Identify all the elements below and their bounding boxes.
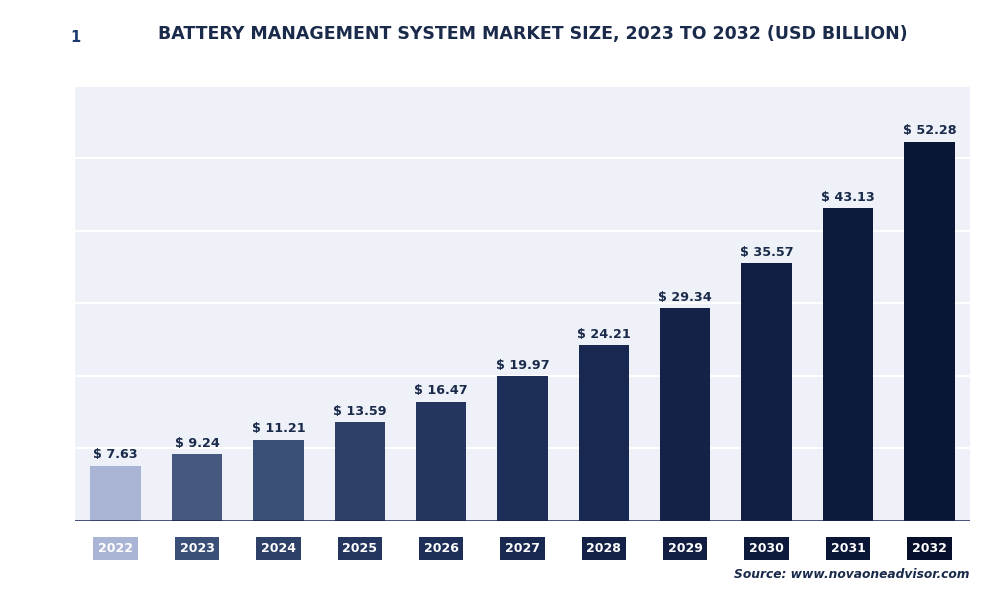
Text: Source: www.novaoneadvisor.com: Source: www.novaoneadvisor.com — [734, 568, 970, 581]
Text: $ 43.13: $ 43.13 — [821, 191, 875, 204]
Text: NOVA: NOVA — [17, 30, 63, 45]
Text: 2031: 2031 — [831, 542, 865, 555]
Text: 2026: 2026 — [424, 542, 459, 555]
Bar — [741, 263, 792, 521]
Bar — [335, 423, 385, 521]
Text: $ 9.24: $ 9.24 — [175, 437, 219, 449]
Bar — [904, 142, 955, 521]
Bar — [823, 208, 873, 521]
Text: $ 7.63: $ 7.63 — [93, 448, 138, 461]
Text: BATTERY MANAGEMENT SYSTEM MARKET SIZE, 2023 TO 2032 (USD BILLION): BATTERY MANAGEMENT SYSTEM MARKET SIZE, 2… — [158, 25, 908, 43]
Text: $ 35.57: $ 35.57 — [740, 246, 793, 259]
Bar — [579, 345, 629, 521]
Text: $ 11.21: $ 11.21 — [252, 422, 305, 435]
Text: $ 24.21: $ 24.21 — [577, 328, 631, 341]
Text: $ 29.34: $ 29.34 — [658, 291, 712, 304]
Text: 2022: 2022 — [98, 542, 133, 555]
Text: 2023: 2023 — [180, 542, 214, 555]
Text: 2025: 2025 — [342, 542, 377, 555]
Text: 1: 1 — [71, 30, 81, 45]
Bar — [90, 466, 141, 521]
Text: 2030: 2030 — [749, 542, 784, 555]
Bar — [660, 308, 710, 521]
Text: $ 52.28: $ 52.28 — [903, 124, 956, 137]
Text: 2029: 2029 — [668, 542, 703, 555]
FancyBboxPatch shape — [66, 15, 86, 62]
Text: 2024: 2024 — [261, 542, 296, 555]
Bar — [172, 454, 222, 521]
Text: 2027: 2027 — [505, 542, 540, 555]
Text: $ 13.59: $ 13.59 — [333, 405, 387, 418]
Bar — [416, 401, 466, 521]
Bar — [497, 376, 548, 521]
Text: $ 19.97: $ 19.97 — [496, 359, 549, 372]
Bar — [253, 440, 304, 521]
Text: $ 16.47: $ 16.47 — [414, 384, 468, 397]
Text: ADVISOR: ADVISOR — [88, 33, 141, 42]
Text: 2032: 2032 — [912, 542, 947, 555]
Text: 2028: 2028 — [586, 542, 621, 555]
